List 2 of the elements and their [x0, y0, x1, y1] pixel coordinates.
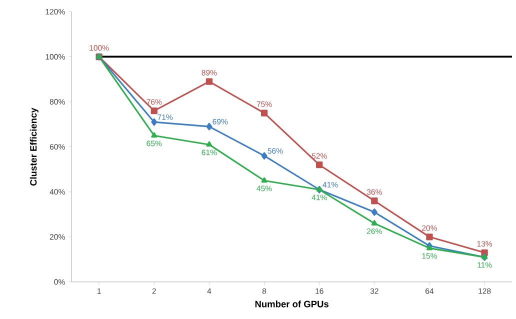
- y-axis-title: Cluster Efficiency: [30, 108, 39, 186]
- x-axis-title: Number of GPUs: [255, 300, 328, 308]
